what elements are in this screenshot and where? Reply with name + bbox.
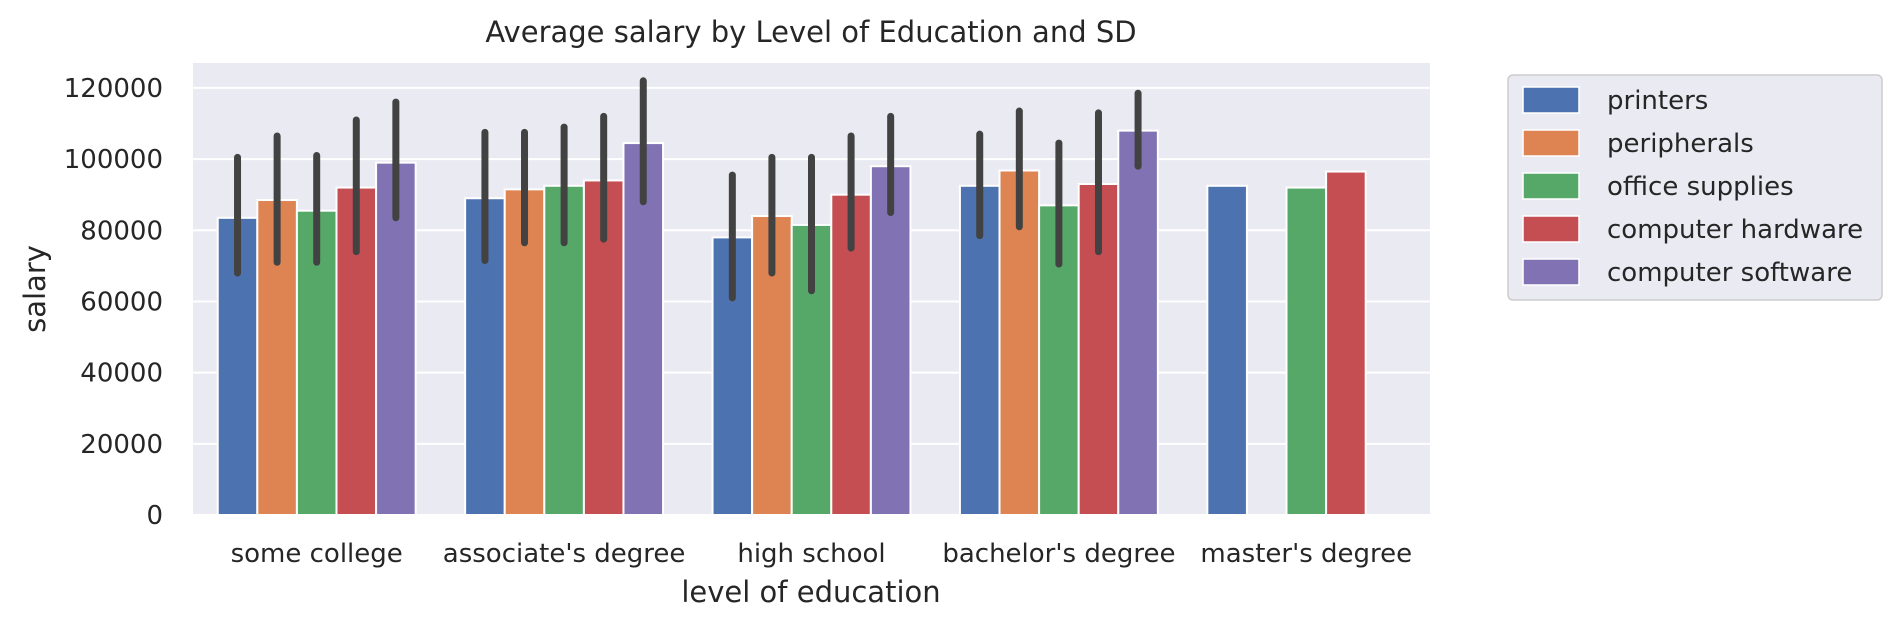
y-tick-label: 40000 <box>80 359 163 389</box>
y-tick-label: 80000 <box>80 216 163 246</box>
y-tick-label: 60000 <box>80 287 163 317</box>
x-tick-label: master's degree <box>1200 539 1412 569</box>
x-tick-labels: some college associate's degree high schoo… <box>231 539 1413 569</box>
legend-label: peripherals <box>1607 129 1754 159</box>
legend-swatch <box>1522 215 1580 243</box>
legend-label: computer software <box>1607 258 1852 288</box>
bar-computer-hardware <box>1325 170 1367 516</box>
bar-printers <box>958 184 1001 516</box>
y-tick-label: 20000 <box>80 430 163 460</box>
x-tick-label: associate's degree <box>443 539 686 569</box>
legend-swatch <box>1522 86 1580 114</box>
x-tick-label: some college <box>231 539 403 569</box>
legend: printers peripherals office supplies comput… <box>1507 74 1883 301</box>
bar-office-supplies <box>295 209 338 517</box>
legend-label: computer hardware <box>1607 215 1863 245</box>
bar-office-supplies <box>1285 186 1328 516</box>
legend-label: printers <box>1607 86 1708 116</box>
error-bars <box>234 77 1142 302</box>
legend-label: office supplies <box>1607 172 1794 202</box>
y-tick-label: 0 <box>146 501 163 531</box>
legend-swatch <box>1522 172 1580 200</box>
y-tick-label: 120000 <box>64 74 163 104</box>
chart-title: Average salary by Level of Education and… <box>485 15 1136 49</box>
bar-computer-software <box>622 142 665 516</box>
bar-computer-software <box>869 165 912 517</box>
legend-frame <box>1507 74 1883 301</box>
legend-swatch <box>1522 129 1580 157</box>
bar-computer-software <box>375 161 417 517</box>
bar-computer-software <box>1117 129 1159 516</box>
legend-swatch <box>1522 258 1580 286</box>
x-tick-label: high school <box>737 539 885 569</box>
y-tick-label: 100000 <box>64 145 163 175</box>
y-tick-labels: 0 20000 40000 60000 80000 100000 120000 <box>64 74 163 531</box>
x-axis-title: level of education <box>681 575 940 609</box>
bar-office-supplies <box>543 184 585 516</box>
bar-printers <box>1206 184 1248 516</box>
x-tick-label: bachelor's degree <box>942 539 1175 569</box>
y-axis-title: salary <box>18 245 52 333</box>
